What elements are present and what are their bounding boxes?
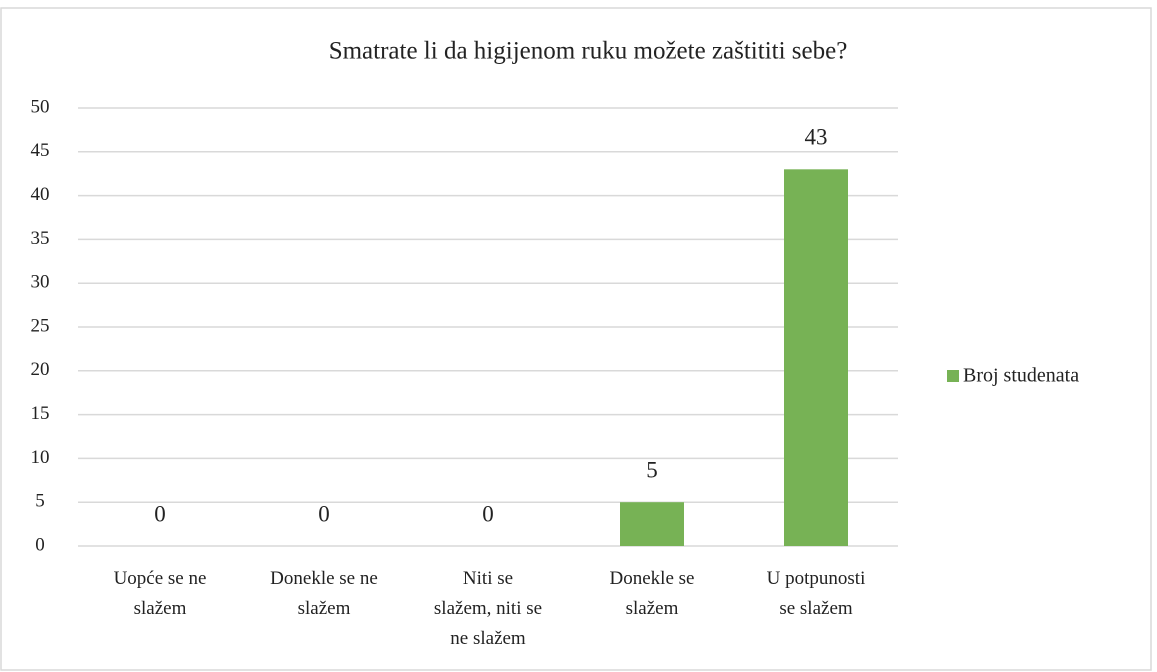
x-tick-label-line: slažem (298, 598, 351, 619)
legend-label: Broj studenata (963, 365, 1079, 387)
x-tick-label: Donekle se ne slažem (270, 568, 378, 619)
y-tick-label: 15 (31, 403, 50, 424)
x-tick-label-line: Uopće se ne (114, 568, 207, 589)
bar (784, 169, 848, 546)
y-tick-label: 20 (31, 359, 50, 380)
x-tick-label-line: se slažem (779, 598, 853, 619)
x-tick-label-line: slažem (626, 598, 679, 619)
x-tick-label-line: slažem, niti se (434, 598, 542, 619)
y-tick-label: 25 (31, 315, 50, 336)
x-tick-label-line: U potpunosti (767, 568, 866, 589)
x-tick-label: Niti se slažem, niti se ne slažem (434, 568, 542, 649)
x-tick-label-line: Donekle se (610, 568, 695, 589)
bar (620, 502, 684, 546)
legend-swatch (947, 370, 959, 382)
x-tick-label-line: ne slažem (450, 628, 526, 649)
y-tick-label: 50 (31, 96, 50, 117)
data-label: 0 (154, 501, 166, 526)
x-tick-label-line: slažem (134, 598, 187, 619)
y-tick-label: 30 (31, 272, 50, 293)
chart-border (0, 7, 1152, 671)
x-tick-label: Donekle se slažem (610, 568, 695, 619)
y-tick-label: 5 (35, 491, 45, 512)
x-tick-label: U potpunosti se slažem (767, 568, 866, 619)
data-label: 5 (646, 457, 658, 482)
x-tick-label-line: Niti se (463, 568, 513, 589)
y-tick-label: 10 (31, 447, 50, 468)
y-tick-label: 40 (31, 184, 50, 205)
data-label: 0 (482, 501, 494, 526)
y-tick-label: 45 (31, 140, 50, 161)
x-tick-label: Uopće se ne slažem (114, 568, 207, 619)
data-label: 43 (805, 125, 828, 150)
chart-title: Smatrate li da higijenom ruku možete zaš… (329, 38, 848, 65)
y-tick-label: 35 (31, 228, 50, 249)
y-tick-label: 0 (35, 534, 45, 555)
data-label: 0 (318, 501, 330, 526)
x-tick-label-line: Donekle se ne (270, 568, 378, 589)
